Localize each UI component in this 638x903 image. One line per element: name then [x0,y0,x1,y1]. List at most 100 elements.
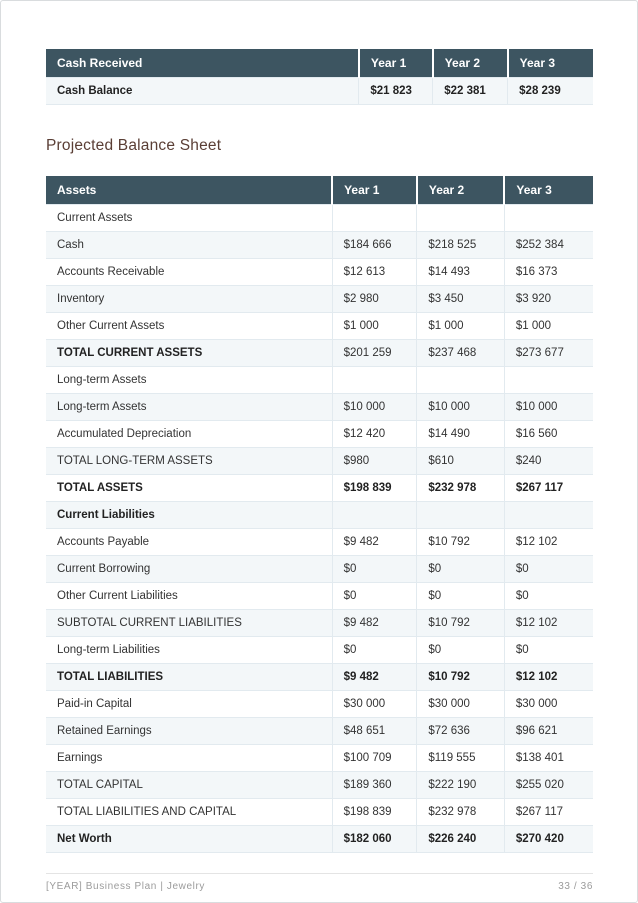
cell-value: $198 839 [331,474,417,502]
page-content: Cash Received Year 1 Year 2 Year 3 Cash Bala… [1,1,637,853]
cell-value: $232 978 [416,474,505,502]
column-header: Assets [46,176,333,205]
table-row: TOTAL LONG-TERM ASSETS $980 $610 $240 [46,447,593,475]
cell-value: $100 709 [331,744,417,772]
row-label: Cash Balance [46,77,359,105]
cell-value: $28 239 [507,77,593,105]
cell-value: $610 [416,447,505,475]
page-title: Projected Balance Sheet [46,137,222,154]
table-row: Net Worth $182 060 $226 240 $270 420 [46,825,593,853]
row-label: Current Borrowing [46,555,333,583]
table-row: Other Current Liabilities $0 $0 $0 [46,582,593,610]
cell-value: $198 839 [331,798,417,826]
cell-value: $980 [331,447,417,475]
cell-value: $189 360 [331,771,417,799]
cell-value: $252 384 [503,231,593,259]
table-row: Accumulated Depreciation $12 420 $14 490 $1… [46,420,593,448]
cell-value: $10 000 [416,393,505,421]
cell-value: $226 240 [416,825,505,853]
cell-value: $14 493 [416,258,505,286]
row-label: Paid-in Capital [46,690,333,718]
cell-value [503,501,593,529]
footer-page-number: 33 / 36 [558,881,593,892]
cell-value: $96 621 [503,717,593,745]
table-row: Retained Earnings $48 651 $72 636 $96 621 [46,717,593,745]
cell-value: $12 613 [331,258,417,286]
row-label: Retained Earnings [46,717,333,745]
table-row: Long-term Assets $10 000 $10 000 $10 000 [46,393,593,421]
cell-value: $0 [416,555,505,583]
cell-value: $16 373 [503,258,593,286]
cell-value: $0 [416,582,505,610]
cell-value: $3 450 [416,285,505,313]
cell-value: $30 000 [416,690,505,718]
column-header: Year 2 [431,49,508,78]
cell-value: $14 490 [416,420,505,448]
cell-value: $22 381 [432,77,508,105]
row-label: Inventory [46,285,333,313]
cell-value: $119 555 [416,744,505,772]
cell-value: $1 000 [416,312,505,340]
cell-value: $10 792 [416,609,505,637]
cell-value [331,204,417,232]
row-label: Long-term Liabilities [46,636,333,664]
column-header: Year 2 [415,176,505,205]
cell-value: $1 000 [331,312,417,340]
row-label: Current Liabilities [46,501,333,529]
row-label: Long-term Assets [46,366,333,394]
row-label: Accounts Payable [46,528,333,556]
cell-value: $0 [331,636,417,664]
cell-value: $30 000 [331,690,417,718]
row-label: TOTAL CURRENT ASSETS [46,339,333,367]
cell-value: $10 792 [416,528,505,556]
table-row: Current Assets [46,204,593,232]
cell-value: $218 525 [416,231,505,259]
column-header: Year 1 [357,49,433,78]
cell-value: $184 666 [331,231,417,259]
table-row: Other Current Assets $1 000 $1 000 $1 000 [46,312,593,340]
cell-value: $273 677 [503,339,593,367]
row-label: Cash [46,231,333,259]
cell-value: $267 117 [503,474,593,502]
cell-value: $72 636 [416,717,505,745]
row-label: Earnings [46,744,333,772]
cell-value: $0 [331,555,417,583]
cash-received-table: Cash Received Year 1 Year 2 Year 3 Cash Bala… [46,49,593,105]
cell-value: $201 259 [331,339,417,367]
table-header-row: Assets Year 1 Year 2 Year 3 [46,176,593,205]
table-row: Earnings $100 709 $119 555 $138 401 [46,744,593,772]
cell-value: $12 102 [503,528,593,556]
row-label: TOTAL LONG-TERM ASSETS [46,447,333,475]
column-header: Year 3 [503,176,593,205]
row-label: Long-term Assets [46,393,333,421]
footer-document-title: [YEAR] Business Plan | Jewelry [46,881,205,892]
row-label: TOTAL LIABILITIES [46,663,333,691]
cell-value: $1 000 [503,312,593,340]
cell-value: $237 468 [416,339,505,367]
cell-value: $0 [503,582,593,610]
row-label: Net Worth [46,825,333,853]
table-row: Long-term Assets [46,366,593,394]
page-footer: [YEAR] Business Plan | Jewelry 33 / 36 [46,873,593,892]
cell-value [331,501,417,529]
cell-value: $16 560 [503,420,593,448]
table-row: SUBTOTAL CURRENT LIABILITIES $9 482 $10 79… [46,609,593,637]
cell-value: $9 482 [331,528,417,556]
cell-value: $21 823 [358,77,433,105]
row-label: Other Current Assets [46,312,333,340]
table-row: Cash Balance $21 823 $22 381 $28 239 [46,77,593,105]
row-label: TOTAL LIABILITIES AND CAPITAL [46,798,333,826]
row-label: SUBTOTAL CURRENT LIABILITIES [46,609,333,637]
cell-value: $12 420 [331,420,417,448]
cell-value: $255 020 [503,771,593,799]
cell-value: $232 978 [416,798,505,826]
cell-value [416,501,505,529]
cell-value: $182 060 [331,825,417,853]
cell-value: $2 980 [331,285,417,313]
cell-value: $267 117 [503,798,593,826]
cell-value: $0 [503,555,593,583]
row-label: Accounts Receivable [46,258,333,286]
cell-value: $48 651 [331,717,417,745]
table-row: TOTAL CAPITAL $189 360 $222 190 $255 020 [46,771,593,799]
